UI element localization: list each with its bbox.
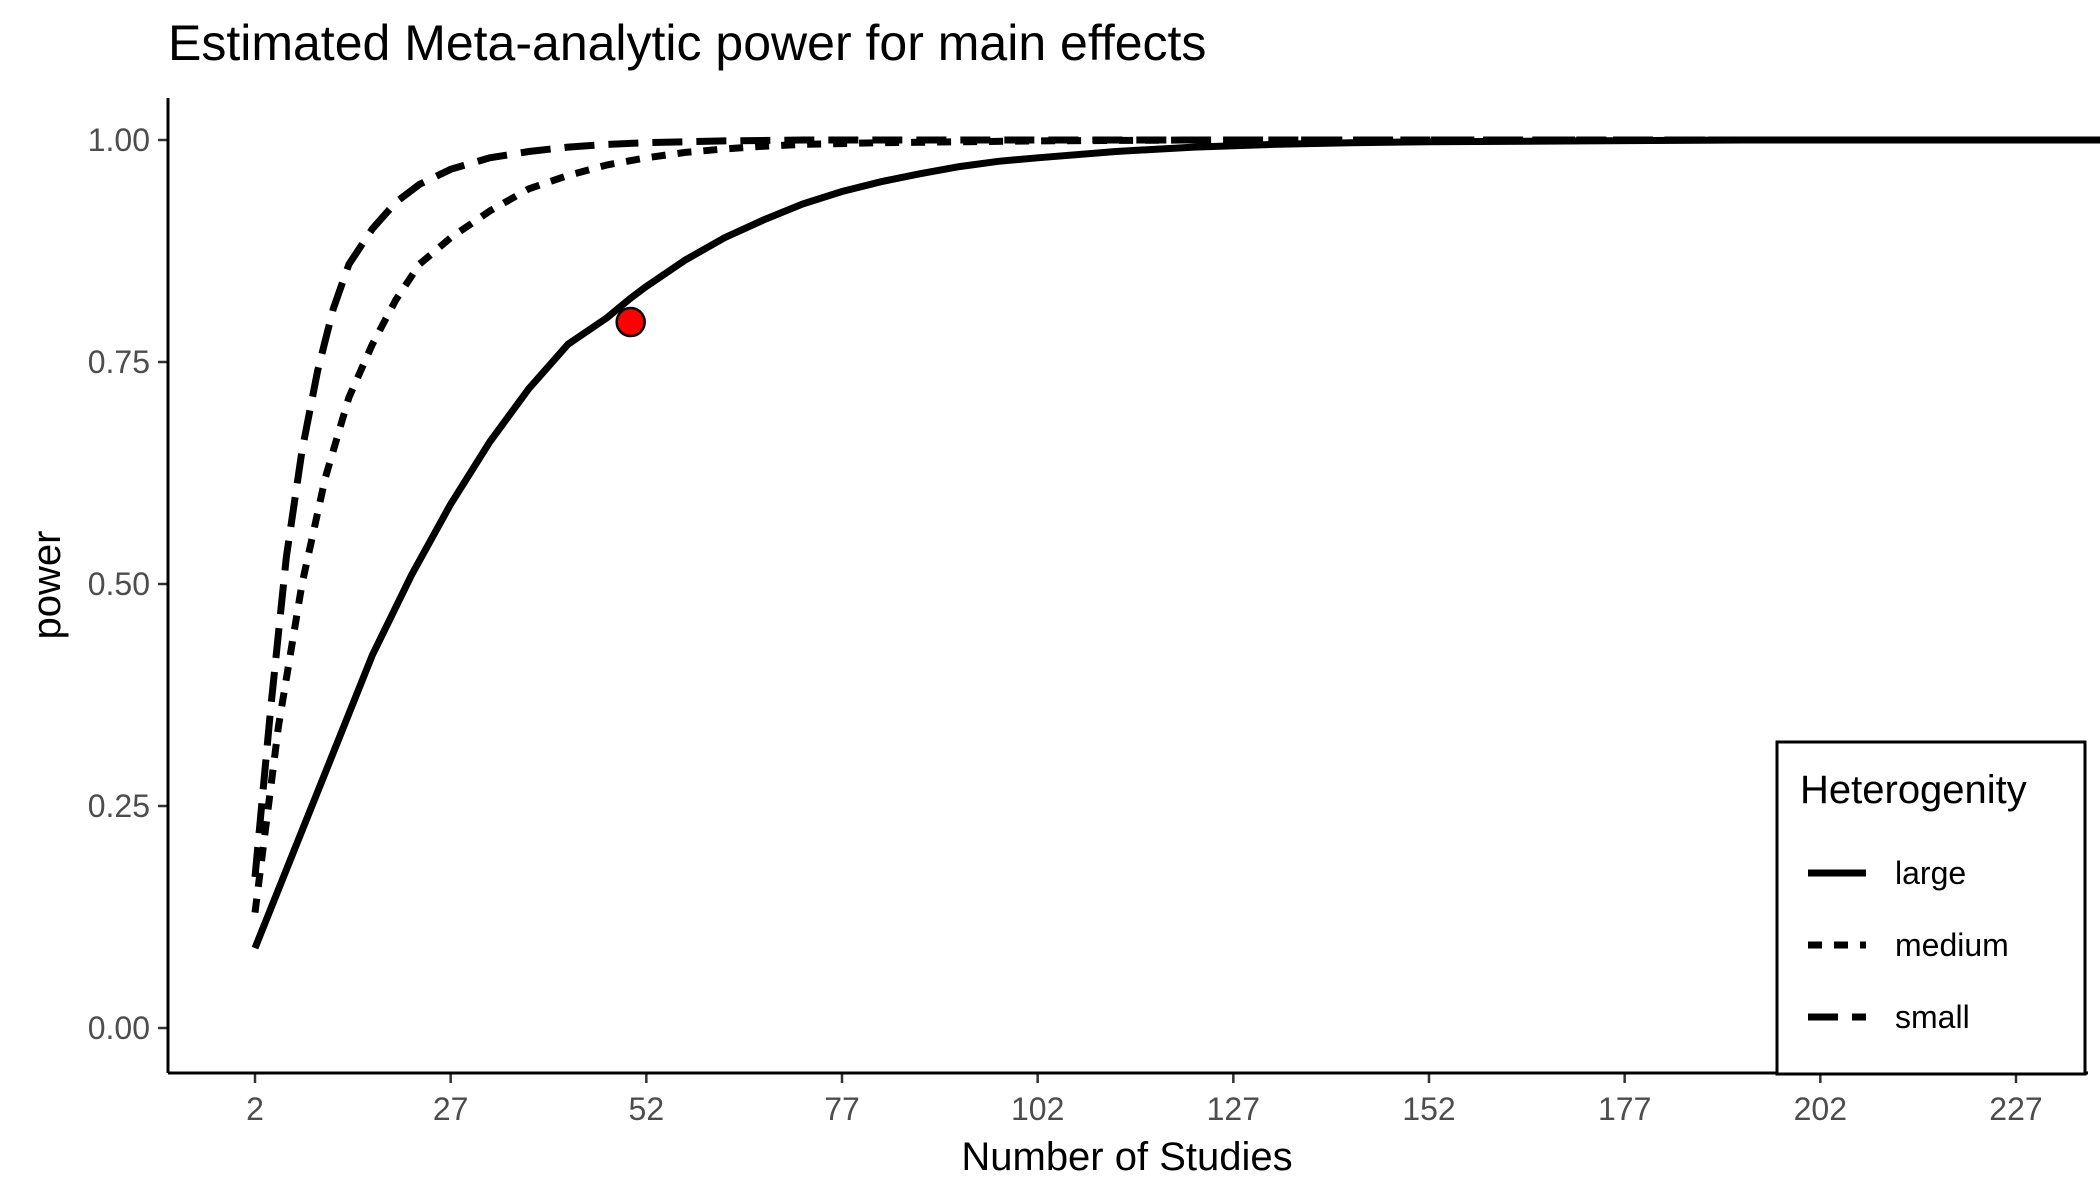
y-tick-label: 0.75: [88, 344, 150, 380]
y-axis-ticks: 0.00 0.25 0.50 0.75 1.00: [88, 122, 168, 1046]
x-tick-label: 127: [1207, 1091, 1260, 1127]
x-tick-label: 227: [1989, 1091, 2042, 1127]
legend-items: large medium small: [1808, 855, 2009, 1035]
legend-label-large: large: [1895, 855, 1966, 891]
series-line-medium: [251, 136, 2100, 914]
x-tick-label: 102: [1011, 1091, 1064, 1127]
x-tick-label: 52: [629, 1091, 665, 1127]
series-lines: [251, 136, 2100, 950]
x-axis-ticks: 2 27 52 77 102 127 152 177 202 227: [246, 1073, 2043, 1127]
legend: Heterogenity large medium small: [1775, 740, 2087, 1076]
y-tick-label: 0.00: [88, 1010, 150, 1046]
y-tick-label: 1.00: [88, 122, 150, 158]
x-tick-label: 77: [824, 1091, 860, 1127]
legend-label-medium: medium: [1895, 927, 2009, 963]
highlight-point: [615, 306, 646, 338]
chart-title: Estimated Meta-analytic power for main e…: [168, 15, 1206, 71]
x-tick-label: 152: [1402, 1091, 1455, 1127]
x-axis-title: Number of Studies: [961, 1135, 1292, 1179]
legend-title: Heterogenity: [1800, 768, 2027, 812]
legend-label-small: small: [1895, 999, 1970, 1035]
y-axis-title: power: [25, 531, 69, 640]
annotations: [615, 306, 646, 338]
x-tick-label: 27: [433, 1091, 469, 1127]
plot-area: 2 27 52 77 102 127 152 177 202 227 0.000.250.500.…: [88, 98, 2100, 1127]
x-tick-label: 177: [1598, 1091, 1651, 1127]
y-tick-label: 0.25: [88, 788, 150, 824]
x-tick-label: 202: [1794, 1091, 1847, 1127]
y-tick-label: 0.50: [88, 566, 150, 602]
x-tick-label: 2: [246, 1091, 264, 1127]
series-line-small: [251, 136, 2100, 878]
